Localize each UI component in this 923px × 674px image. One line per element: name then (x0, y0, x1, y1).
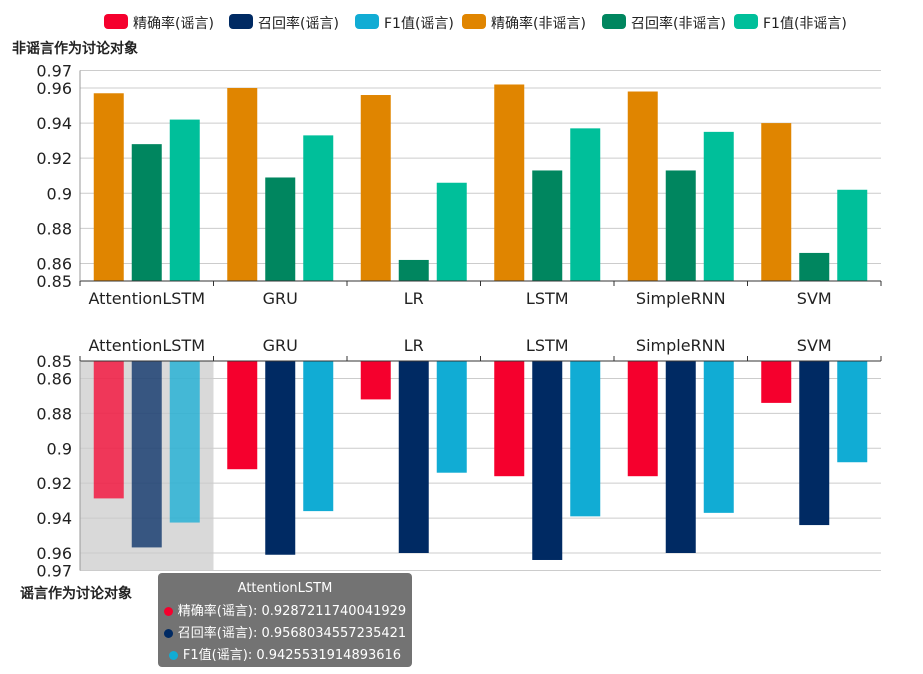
bar[interactable] (265, 177, 296, 281)
category-label: LR (404, 289, 424, 308)
category-label: SimpleRNN (636, 336, 726, 355)
category-label: SVM (797, 336, 832, 355)
tooltip-row: 召回率(谣言): 0.9568034557235421 (158, 623, 412, 645)
legend-swatch[interactable] (462, 14, 486, 29)
category-label: AttentionLSTM (89, 336, 206, 355)
tooltip-row: 精确率(谣言): 0.9287211740041929 (158, 601, 412, 623)
y-tick-label: 0.88 (36, 219, 72, 238)
bar[interactable] (703, 361, 734, 513)
bar[interactable] (169, 361, 200, 523)
y-tick-label: 0.88 (36, 404, 72, 423)
legend-label[interactable]: 召回率(谣言) (258, 15, 339, 32)
bar[interactable] (227, 88, 258, 281)
bar[interactable] (93, 361, 124, 499)
bar[interactable] (532, 170, 563, 281)
bar[interactable] (93, 93, 124, 281)
bar[interactable] (360, 95, 391, 281)
tooltip-row-label: 精确率(谣言): 0.9287211740041929 (177, 604, 407, 619)
y-tick-label: 0.9 (47, 439, 72, 458)
bar[interactable] (169, 119, 200, 281)
legend-swatch[interactable] (734, 14, 758, 29)
top-panel-title: 非谣言作为讨论对象 (12, 40, 138, 57)
y-tick-label: 0.96 (36, 79, 72, 98)
tooltip-row: F1值(谣言): 0.9425531914893616 (158, 645, 412, 667)
legend-label[interactable]: F1值(非谣言) (763, 16, 847, 32)
category-label: AttentionLSTM (89, 289, 206, 308)
category-label: LSTM (526, 336, 569, 355)
bar[interactable] (494, 361, 525, 477)
y-tick-label: 0.86 (36, 369, 72, 388)
bar[interactable] (761, 123, 792, 281)
bar[interactable] (703, 131, 734, 281)
legend-swatch[interactable] (229, 14, 253, 29)
bottom-panel: 0.850.86 0.88 0.9 0.92 0.94 0.960.97 Attention… (36, 336, 882, 580)
category-label: SimpleRNN (636, 289, 726, 308)
bar[interactable] (360, 361, 391, 400)
bar[interactable] (627, 91, 658, 281)
tooltip-dot (163, 629, 173, 638)
y-tick-label: 0.85 (36, 272, 72, 291)
bar[interactable] (627, 361, 658, 477)
tooltip-title: AttentionLSTM (237, 581, 333, 596)
y-tick-label: 0.85 (36, 352, 72, 371)
legend-swatch[interactable] (104, 14, 128, 29)
bottom-panel-title: 谣言作为讨论对象 (20, 585, 132, 602)
chart-legend[interactable]: 精确率(谣言) 召回率(谣言) F1值(谣言) 精确率(非谣言) 召回率(非谣言) F1值… (104, 14, 847, 32)
category-label: GRU (263, 336, 298, 355)
y-tick-label: 0.94 (36, 114, 72, 133)
bar[interactable] (436, 361, 467, 473)
legend-label[interactable]: F1值(谣言) (384, 16, 454, 32)
y-tick-label: 0.96 (36, 544, 72, 563)
bar[interactable] (227, 361, 258, 470)
bar[interactable] (265, 361, 296, 555)
bar[interactable] (837, 361, 868, 463)
bar[interactable] (799, 361, 830, 526)
category-label: GRU (263, 289, 298, 308)
tooltip-dot (168, 651, 178, 660)
bar[interactable] (665, 361, 696, 553)
bar[interactable] (494, 84, 525, 281)
bar[interactable] (436, 182, 467, 281)
y-tick-label: 0.97 (36, 561, 72, 580)
tooltip-row-label: 召回率(谣言): 0.9568034557235421 (177, 626, 407, 641)
bar[interactable] (303, 361, 334, 512)
y-tick-label: 0.97 (36, 61, 72, 80)
tooltip: AttentionLSTM 精确率(谣言): 0.928721174004192… (158, 573, 412, 667)
category-label: SVM (797, 289, 832, 308)
y-tick-label: 0.94 (36, 509, 72, 528)
bar[interactable] (303, 135, 334, 281)
tooltip-dot (163, 607, 173, 616)
bar[interactable] (398, 361, 429, 553)
bar[interactable] (532, 361, 563, 560)
bar[interactable] (837, 189, 868, 281)
y-tick-label: 0.92 (36, 149, 72, 168)
bar[interactable] (131, 144, 162, 281)
bar[interactable] (761, 361, 792, 403)
legend-label[interactable]: 精确率(谣言) (133, 15, 214, 32)
category-label: LR (404, 336, 424, 355)
bar[interactable] (131, 361, 162, 548)
category-label: LSTM (526, 289, 569, 308)
top-panel: 0.850.86 0.88 0.9 0.92 0.94 0.960.97 Attention… (36, 61, 882, 308)
y-tick-label: 0.9 (47, 184, 72, 203)
legend-swatch[interactable] (355, 14, 379, 29)
y-tick-label: 0.92 (36, 474, 72, 493)
bar[interactable] (665, 170, 696, 281)
y-tick-label: 0.86 (36, 254, 72, 273)
bar[interactable] (570, 361, 601, 517)
legend-label[interactable]: 召回率(非谣言) (631, 15, 726, 32)
legend-label[interactable]: 精确率(非谣言) (491, 15, 586, 32)
bar[interactable] (570, 128, 601, 281)
legend-swatch[interactable] (602, 14, 626, 29)
tooltip-row-label: F1值(谣言): 0.9425531914893616 (182, 648, 402, 663)
bar[interactable] (799, 252, 830, 281)
bar[interactable] (398, 259, 429, 281)
